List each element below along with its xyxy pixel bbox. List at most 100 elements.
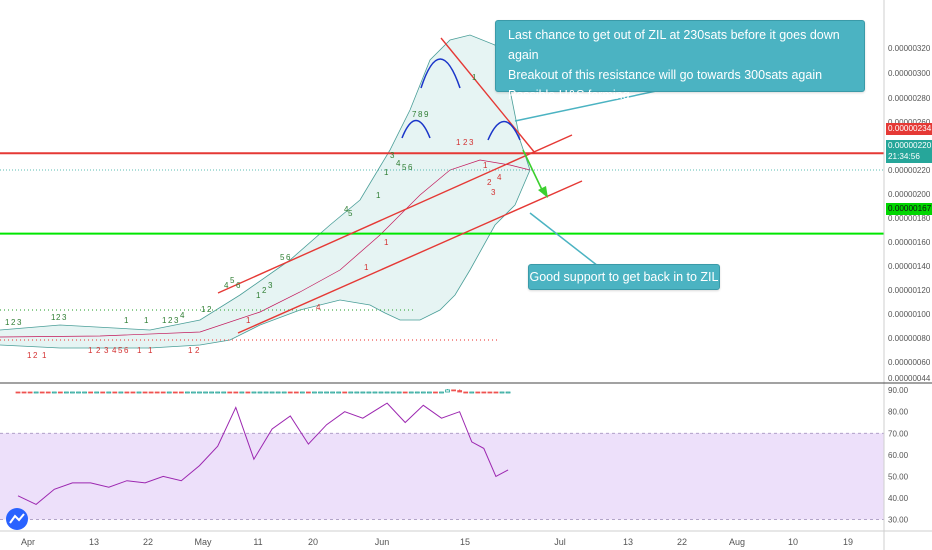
td-count-up: 1: [162, 316, 167, 325]
candle-body: [299, 391, 305, 394]
td-count-up: 8: [418, 110, 423, 119]
time-tick-label: 13: [623, 537, 633, 547]
td-count-up: 4: [180, 311, 185, 320]
td-count-up: 1: [256, 291, 261, 300]
time-tick-label: Aug: [729, 537, 745, 547]
price-tick-label: 0.00000300: [888, 69, 931, 78]
resistance-callout[interactable]: Last chance to get out of ZIL at 230sats…: [495, 20, 865, 102]
bollinger-band-fill: [0, 35, 530, 348]
price-tick-label: 0.00000220: [888, 166, 931, 175]
td-count-down: 1: [27, 351, 32, 360]
candle-body: [70, 391, 75, 394]
descending-resistance-line: [440, 37, 536, 154]
candle-body: [118, 391, 124, 394]
candle-body: [239, 391, 245, 394]
td-count-up: 1: [201, 305, 206, 314]
candle-body: [312, 391, 317, 394]
td-count-up: 1: [472, 73, 477, 82]
countdown-tag: 21:34:56: [886, 151, 932, 163]
candle-body: [251, 391, 257, 394]
head-arc: [420, 58, 461, 89]
candle-body: [469, 391, 475, 394]
candle-body: [342, 391, 348, 394]
candle-body: [354, 391, 360, 394]
td-count-up: 4: [344, 205, 349, 214]
candle-body: [366, 391, 372, 394]
candle-body: [475, 391, 481, 394]
candle-body: [166, 391, 172, 394]
candle-body: [172, 391, 178, 394]
candle-body: [233, 391, 239, 394]
price-tick-label: 0.00000120: [888, 286, 931, 295]
td-count-up: 1: [124, 316, 129, 325]
td-count-up: 5: [280, 253, 285, 262]
time-tick-label: Jul: [554, 537, 566, 547]
time-tick-label: Apr: [21, 537, 35, 547]
price-tick-label: 0.00000280: [888, 94, 931, 103]
td-count-up: 7: [412, 110, 417, 119]
candle-body: [481, 391, 487, 394]
candle-body: [184, 391, 190, 394]
callout-pointer-bottom: [529, 212, 599, 267]
td-count-up: 2: [262, 286, 267, 295]
td-count-up: 4: [396, 159, 401, 168]
td-count-down: 1: [384, 238, 389, 247]
td-count-down: 1: [364, 263, 369, 272]
candle-body: [21, 391, 27, 394]
down-arrow-head: [538, 186, 548, 198]
candle-body: [160, 391, 166, 394]
candle-body: [360, 391, 366, 394]
rsi-tick-label: 80.00: [888, 408, 909, 417]
candle-body: [106, 391, 112, 394]
support-callout[interactable]: Good support to get back in to ZIL: [528, 264, 720, 290]
td-count-up: 1: [376, 191, 381, 200]
rsi-tick-label: 30.00: [888, 516, 909, 525]
candle-body: [505, 391, 511, 394]
time-tick-label: 22: [677, 537, 687, 547]
candle-body: [227, 391, 233, 394]
candle-body: [433, 391, 438, 394]
price-tick-label: 0.00000044: [888, 374, 931, 383]
td-count-down: 1: [88, 346, 93, 355]
time-tick-label: 13: [89, 537, 99, 547]
time-tick-label: 10: [788, 537, 798, 547]
rsi-tick-label: 50.00: [888, 472, 909, 481]
resistance-price-tag: 0.00000234: [886, 123, 932, 135]
candle-body: [408, 391, 414, 394]
td-count-up: 3: [268, 281, 273, 290]
down-arrow-shaft: [522, 149, 545, 195]
td-count-up: 2: [168, 316, 173, 325]
bollinger-lower: [0, 169, 531, 349]
rsi-tick-label: 60.00: [888, 451, 909, 460]
candle-body: [94, 391, 100, 394]
td-count-down: 1: [42, 351, 47, 360]
candle-body: [15, 391, 21, 394]
td-count-down: 4: [112, 346, 117, 355]
td-count-up: 1: [5, 318, 10, 327]
td-count-up: 5: [402, 163, 407, 172]
candle-body: [330, 391, 336, 394]
candle-body: [154, 391, 160, 394]
candle-body: [245, 391, 251, 394]
channel-lower-line: [237, 180, 583, 334]
candle-body: [257, 391, 263, 394]
td-count-down: 5: [118, 346, 123, 355]
td-count-down: 3: [469, 138, 474, 147]
td-count-up: 5: [230, 276, 235, 285]
candle-body: [45, 391, 51, 394]
candle-body: [88, 391, 93, 394]
candle-body: [209, 391, 215, 394]
time-tick-label: 19: [843, 537, 853, 547]
candle-body: [463, 391, 469, 394]
candle-body: [33, 391, 39, 394]
tradingview-logo-icon[interactable]: [6, 508, 28, 530]
candle-body: [27, 391, 33, 394]
candle-body: [305, 391, 311, 394]
td-count-down: 3: [491, 188, 496, 197]
td-count-down: 1: [188, 346, 193, 355]
candle-body: [402, 391, 408, 394]
candle-body: [142, 391, 148, 394]
td-count-down: 1: [137, 346, 142, 355]
